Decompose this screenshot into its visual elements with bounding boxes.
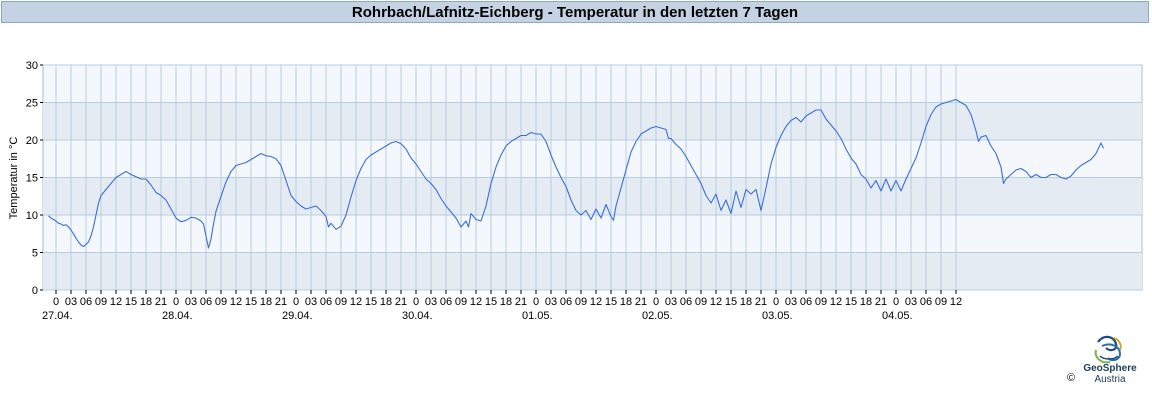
x-tick-label-20: 12 xyxy=(350,296,362,308)
x-tick-label-12: 12 xyxy=(230,296,242,308)
x-tick-label-32: 0 xyxy=(533,296,539,308)
x-tick-label-48: 0 xyxy=(773,296,779,308)
x-tick-label-1: 03 xyxy=(65,296,77,308)
day-label-1: 28.04. xyxy=(162,310,193,322)
band-0 xyxy=(43,252,1142,290)
x-tick-label-21: 15 xyxy=(365,296,377,308)
x-tick-label-36: 12 xyxy=(590,296,602,308)
day-label-2: 29.04. xyxy=(282,310,313,322)
series-line-0 xyxy=(48,98,1104,249)
x-tick-label-49: 03 xyxy=(785,296,797,308)
x-tick-label-13: 15 xyxy=(245,296,257,308)
x-tick-label-55: 21 xyxy=(875,296,887,308)
x-tick-label-47: 21 xyxy=(755,296,767,308)
x-tick-label-37: 15 xyxy=(605,296,617,308)
x-tick-label-44: 12 xyxy=(710,296,722,308)
x-tick-label-23: 21 xyxy=(395,296,407,308)
x-tick-label-31: 21 xyxy=(515,296,527,308)
x-tick-label-24: 0 xyxy=(413,296,419,308)
x-tick-label-59: 09 xyxy=(935,296,947,308)
copyright-symbol: © xyxy=(1067,372,1076,384)
x-tick-label-18: 06 xyxy=(320,296,332,308)
x-tick-label-33: 03 xyxy=(545,296,557,308)
x-tick-label-4: 12 xyxy=(110,296,122,308)
grid-lines xyxy=(43,64,1142,291)
x-tick-label-52: 12 xyxy=(830,296,842,308)
x-tick-label-11: 09 xyxy=(215,296,227,308)
logo-name: GeoSphere xyxy=(1083,363,1137,374)
geosphere-logo-icon xyxy=(1094,335,1122,364)
x-tick-label-16: 0 xyxy=(293,296,299,308)
x-tick-label-3: 09 xyxy=(95,296,107,308)
x-tick-label-14: 18 xyxy=(260,296,272,308)
x-tick-label-41: 03 xyxy=(665,296,677,308)
x-tick-label-2: 06 xyxy=(80,296,92,308)
x-tick-label-17: 03 xyxy=(305,296,317,308)
x-tick-label-9: 03 xyxy=(185,296,197,308)
y-tick-label-6: 30 xyxy=(26,60,38,72)
x-tick-label-29: 15 xyxy=(485,296,497,308)
band-4 xyxy=(43,102,1142,140)
y-tick-label-4: 20 xyxy=(26,135,38,147)
x-tick-label-10: 06 xyxy=(200,296,212,308)
chart-title: Rohrbach/Lafnitz-Eichberg - Temperatur i… xyxy=(351,3,799,21)
x-tick-label-0: 0 xyxy=(53,296,59,308)
x-tick-label-22: 18 xyxy=(380,296,392,308)
x-tick-label-19: 09 xyxy=(335,296,347,308)
x-tick-label-35: 09 xyxy=(575,296,587,308)
x-tick-label-25: 03 xyxy=(425,296,437,308)
y-axis-label: Temperatur in °C xyxy=(8,137,20,220)
x-tick-label-5: 15 xyxy=(125,296,137,308)
x-tick-label-58: 06 xyxy=(920,296,932,308)
x-tick-label-34: 06 xyxy=(560,296,572,308)
x-tick-label-60: 12 xyxy=(950,296,962,308)
x-tick-label-40: 0 xyxy=(653,296,659,308)
x-tick-label-50: 06 xyxy=(800,296,812,308)
x-tick-label-57: 03 xyxy=(905,296,917,308)
x-tick-label-28: 12 xyxy=(470,296,482,308)
day-label-0: 27.04. xyxy=(42,310,73,322)
y-tick-label-5: 25 xyxy=(26,98,38,110)
day-labels: 27.04. 28.04. 29.04. 30.04. 01.05. 02.05. 03.0… xyxy=(42,310,913,322)
x-tick-label-15: 21 xyxy=(275,296,287,308)
x-tick-label-46: 18 xyxy=(740,296,752,308)
x-tick-label-43: 09 xyxy=(695,296,707,308)
day-label-7: 04.05. xyxy=(882,310,913,322)
day-label-4: 01.05. xyxy=(522,310,553,322)
day-label-3: 30.04. xyxy=(402,310,433,322)
x-tick-label-38: 18 xyxy=(620,296,632,308)
x-tick-label-26: 06 xyxy=(440,296,452,308)
series-layer xyxy=(48,98,1104,249)
chart-title-bar: Rohrbach/Lafnitz-Eichberg - Temperatur i… xyxy=(1,1,1149,23)
logo-subtitle: Austria xyxy=(1094,374,1126,385)
day-label-6: 03.05. xyxy=(762,310,793,322)
band-2 xyxy=(43,177,1142,215)
y-tick-label-1: 5 xyxy=(32,248,38,260)
x-tick-label-7: 21 xyxy=(155,296,167,308)
x-tick-label-39: 21 xyxy=(635,296,647,308)
y-axis-ticks: 0 5 10 15 20 25 30 xyxy=(26,60,43,297)
x-tick-label-45: 15 xyxy=(725,296,737,308)
x-tick-label-42: 06 xyxy=(680,296,692,308)
x-tick-label-8: 0 xyxy=(173,296,179,308)
x-tick-label-54: 18 xyxy=(860,296,872,308)
x-tick-label-53: 15 xyxy=(845,296,857,308)
x-tick-label-51: 09 xyxy=(815,296,827,308)
y-tick-label-3: 15 xyxy=(26,173,38,185)
x-tick-label-30: 18 xyxy=(500,296,512,308)
y-tick-label-2: 10 xyxy=(26,210,38,222)
x-tick-label-6: 18 xyxy=(140,296,152,308)
x-tick-label-56: 0 xyxy=(893,296,899,308)
y-tick-label-0: 0 xyxy=(32,285,38,297)
day-label-5: 02.05. xyxy=(642,310,673,322)
x-tick-label-27: 09 xyxy=(455,296,467,308)
x-axis-ticks: 0 03 06 09 12 15 18 21 0 03 06 09 12 15 18 21 0 03 06 09 12 1… xyxy=(53,290,962,308)
